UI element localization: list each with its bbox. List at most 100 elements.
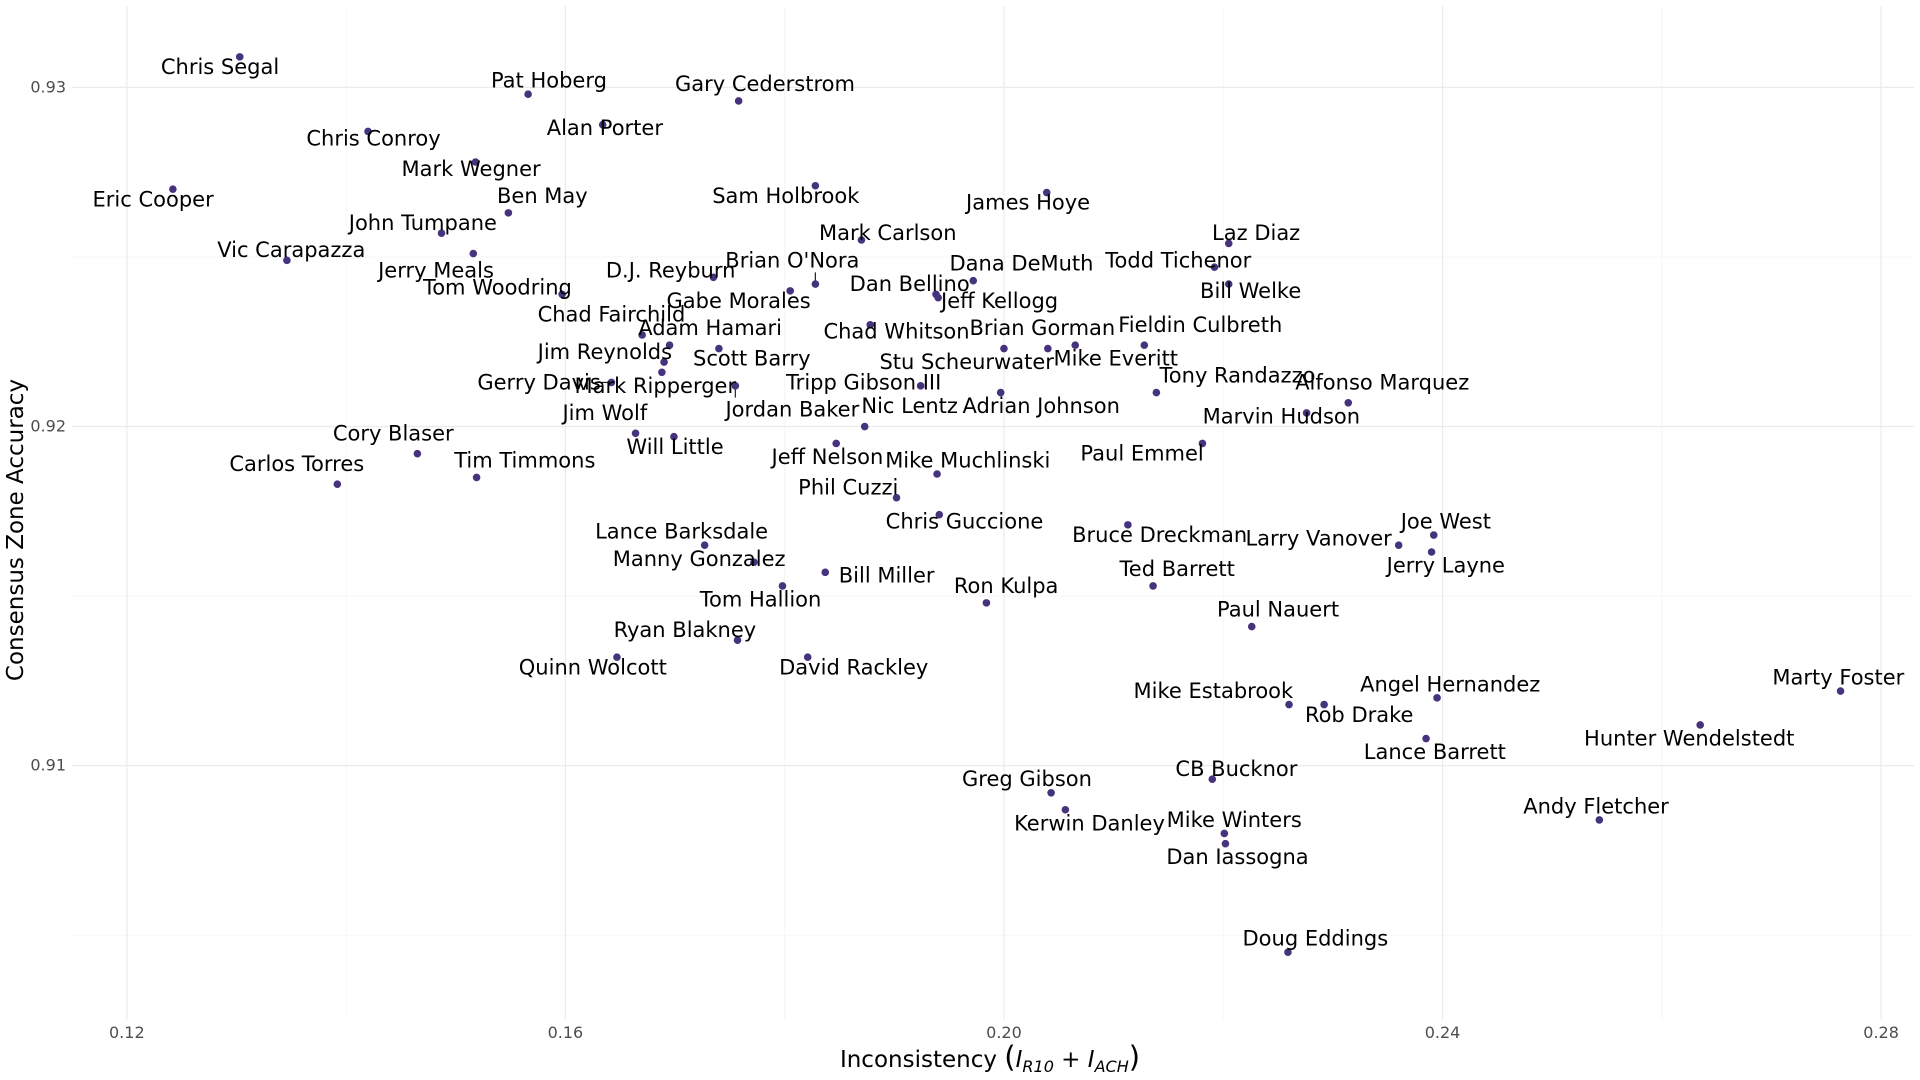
x-tick-label: 0.16 <box>548 1023 584 1042</box>
x-axis-title-i1: I <box>1016 1047 1023 1073</box>
point-label: Larry Vanover <box>1245 526 1392 550</box>
data-point <box>504 209 513 217</box>
point-label: Alfonso Marquez <box>1295 370 1469 394</box>
data-point <box>333 480 342 488</box>
data-point <box>1344 398 1353 407</box>
data-point <box>658 368 666 377</box>
data-point <box>283 256 291 265</box>
data-point <box>1320 700 1328 709</box>
point-label: Dan Bellino <box>850 272 970 296</box>
data-point <box>1220 829 1229 838</box>
y-axis-ticks: 0.91 0.92 0.93 <box>30 77 66 774</box>
x-tick-label: 0.12 <box>109 1023 145 1042</box>
data-point <box>169 185 177 193</box>
point-label: Eric Cooper <box>93 187 215 211</box>
point-label: Chris Guccione <box>886 509 1044 533</box>
data-point <box>709 273 718 282</box>
data-point <box>803 653 812 661</box>
point-label: John Tumpane <box>347 211 497 235</box>
point-label: Sam Holbrook <box>712 184 860 208</box>
point-label: Jerry Meals <box>376 259 494 283</box>
data-point <box>832 439 841 448</box>
data-point <box>1210 263 1219 271</box>
data-point <box>734 97 743 105</box>
point-label: Mark Ripperger <box>574 374 736 398</box>
data-point <box>934 293 942 302</box>
data-point <box>1198 439 1207 448</box>
data-point <box>786 287 794 295</box>
point-label: Mike Muchlinski <box>885 448 1050 472</box>
data-point <box>471 158 480 166</box>
point-label: Gabe Morales <box>667 289 811 313</box>
point-label: Todd Tichenor <box>1104 248 1251 272</box>
data-point <box>969 276 978 285</box>
data-point <box>750 558 758 566</box>
data-point <box>524 90 532 98</box>
point-label: Tim Timmons <box>453 448 595 472</box>
data-point <box>1224 239 1233 248</box>
point-label: Ben May <box>497 184 588 208</box>
point-label: Pat Hoberg <box>491 69 607 93</box>
point-label: Manny Gonzalez <box>613 547 786 571</box>
point-label: Bill Welke <box>1200 279 1301 303</box>
point-label: Greg Gibson <box>962 767 1092 791</box>
point-label: Brian O'Nora <box>725 248 859 272</box>
data-point <box>660 358 668 366</box>
point-label: Ted Barrett <box>1119 557 1235 581</box>
data-point <box>1394 541 1403 550</box>
data-point <box>1284 948 1292 956</box>
data-point <box>1152 388 1161 397</box>
point-label: Will Little <box>626 435 723 459</box>
point-label: Bill Miller <box>839 564 935 588</box>
data-point <box>1836 687 1845 695</box>
data-point <box>811 181 820 190</box>
x-axis-title-sub2: ACH <box>1094 1057 1129 1076</box>
point-label: Andy Fletcher <box>1523 794 1669 818</box>
point-label: Adam Hamari <box>638 316 782 340</box>
data-point <box>916 382 925 390</box>
point-label: Paul Nauert <box>1217 598 1339 622</box>
y-axis-title: Consensus Zone Accuracy <box>3 379 29 681</box>
data-point <box>413 449 422 458</box>
point-label: Jeff Kellogg <box>939 289 1058 313</box>
point-label: Mark Wegner <box>402 157 541 181</box>
point-label: Lance Barksdale <box>595 520 768 544</box>
point-label: D.J. Reyburn <box>606 259 736 283</box>
point-label: Stu Scheurwater <box>879 350 1054 374</box>
data-point <box>558 290 566 299</box>
data-point <box>665 341 674 349</box>
data-point <box>1696 721 1704 729</box>
point-label: Tony Randazzo <box>1159 364 1316 388</box>
point-label: Jordan Baker <box>723 398 859 422</box>
point-label: Chad Fairchild <box>538 303 686 327</box>
point-label: Gerry Davis <box>477 370 600 394</box>
data-point <box>1429 531 1438 539</box>
data-point <box>1071 341 1080 349</box>
x-axis-title-sub1: R10 <box>1022 1057 1053 1076</box>
data-point <box>1061 805 1070 814</box>
point-label: Paul Emmel <box>1080 442 1203 466</box>
point-label: CB Bucknor <box>1175 757 1297 781</box>
point-label: Hunter Wendelstedt <box>1584 727 1794 751</box>
point-label: Lance Barrett <box>1364 740 1506 764</box>
point-label: Mike Winters <box>1167 808 1302 832</box>
data-point <box>469 249 478 258</box>
data-point <box>715 344 723 353</box>
data-point <box>731 382 740 390</box>
point-label: Chris Segal <box>161 55 279 79</box>
x-axis-title: Inconsistency (IR10 + IACH) <box>840 1040 1140 1076</box>
point-label: Phil Cuzzi <box>798 476 898 500</box>
data-point <box>821 568 830 577</box>
data-point <box>1042 188 1051 197</box>
point-label: Jerry Layne <box>1385 554 1505 578</box>
point-label: Quinn Wolcott <box>519 655 667 679</box>
point-label: Jim Reynolds <box>536 340 672 364</box>
data-point <box>613 653 621 661</box>
point-label: Carlos Torres <box>229 452 364 476</box>
data-point <box>1149 582 1157 590</box>
data-point <box>472 473 481 482</box>
data-point <box>1302 409 1311 417</box>
x-tick-label: 0.28 <box>1863 1023 1899 1042</box>
point-label: Joe West <box>1399 509 1491 533</box>
